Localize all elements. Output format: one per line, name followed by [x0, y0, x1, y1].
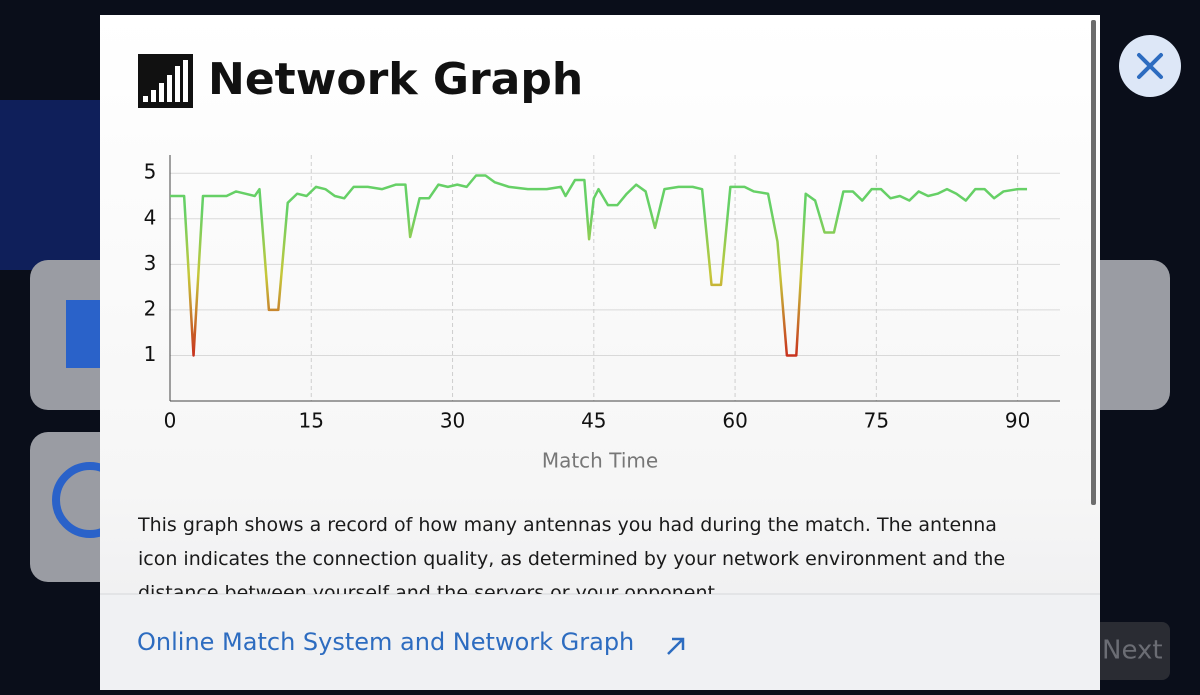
dialog: [100, 15, 1100, 690]
x-tick-label: 0: [164, 409, 177, 433]
antenna-bars: [143, 60, 188, 102]
footer: [100, 594, 1100, 690]
x-tick-label: 15: [299, 409, 324, 433]
dialog-description: This graph shows a record of how many an…: [138, 514, 1006, 594]
x-tick-label: 45: [581, 409, 606, 433]
y-tick-label: 1: [144, 342, 157, 366]
y-tick-label: 3: [144, 251, 157, 275]
x-tick-label: 60: [722, 409, 747, 433]
dialog-title: Network Graph: [208, 54, 583, 105]
external-link-icon: [667, 637, 685, 655]
bg-button-label: Next: [1102, 636, 1163, 666]
help-link[interactable]: Online Match System and Network Graph: [137, 628, 634, 656]
x-axis-title: Match Time: [542, 449, 658, 473]
y-tick-label: 2: [144, 296, 157, 320]
network-line: [170, 174, 1028, 357]
scrollbar: [1091, 20, 1096, 505]
bg-icon: [66, 300, 100, 368]
close-icon: [1137, 53, 1163, 79]
x-tick-label: 75: [864, 409, 889, 433]
y-tick-label: 5: [144, 160, 157, 184]
x-tick-label: 30: [440, 409, 465, 433]
x-tick-label: 90: [1005, 409, 1030, 433]
bg-shape: [0, 100, 100, 270]
y-tick-label: 4: [144, 205, 157, 229]
